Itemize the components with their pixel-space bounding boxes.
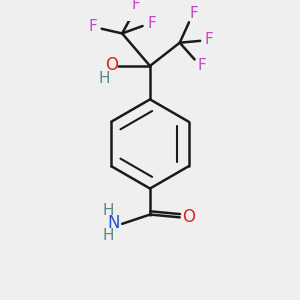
Text: F: F: [89, 19, 98, 34]
Text: F: F: [189, 6, 198, 21]
Text: F: F: [148, 16, 156, 31]
Text: H: H: [99, 70, 110, 86]
Text: F: F: [132, 0, 140, 12]
Text: F: F: [204, 32, 213, 47]
Text: O: O: [182, 208, 196, 226]
Text: N: N: [107, 214, 120, 232]
Text: O: O: [105, 56, 119, 74]
Text: H: H: [103, 228, 114, 243]
Text: F: F: [198, 58, 206, 74]
Text: H: H: [103, 203, 114, 218]
